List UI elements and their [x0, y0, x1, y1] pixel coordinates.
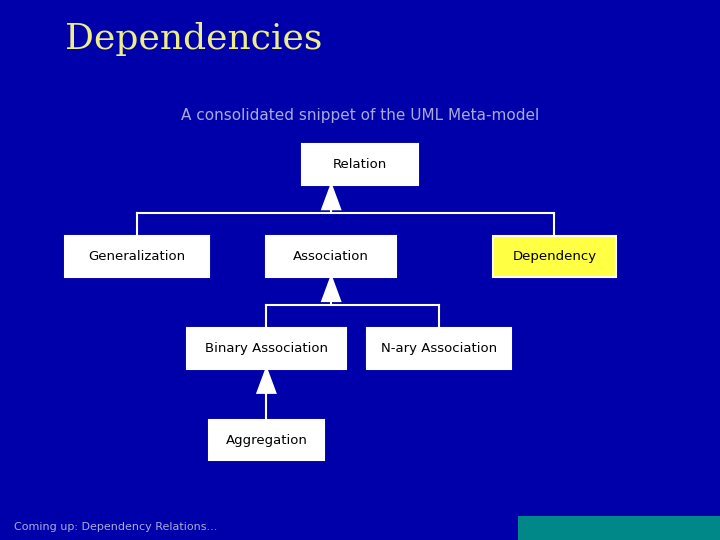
- FancyBboxPatch shape: [65, 237, 209, 276]
- Polygon shape: [258, 368, 275, 393]
- Bar: [518, 516, 720, 540]
- FancyBboxPatch shape: [367, 328, 511, 368]
- Text: A consolidated snippet of the UML Meta-model: A consolidated snippet of the UML Meta-m…: [181, 108, 539, 123]
- FancyBboxPatch shape: [302, 145, 418, 185]
- Text: Dependency: Dependency: [513, 250, 596, 263]
- FancyBboxPatch shape: [187, 328, 346, 368]
- Text: Coming up: Dependency Relations...: Coming up: Dependency Relations...: [14, 522, 217, 532]
- Text: Relation: Relation: [333, 158, 387, 171]
- Polygon shape: [323, 185, 341, 210]
- Text: Aggregation: Aggregation: [225, 434, 307, 447]
- Text: N-ary Association: N-ary Association: [381, 342, 498, 355]
- Text: Dependencies: Dependencies: [65, 22, 322, 56]
- Text: Binary Association: Binary Association: [205, 342, 328, 355]
- FancyBboxPatch shape: [209, 420, 324, 460]
- Polygon shape: [323, 276, 341, 301]
- Text: Association: Association: [293, 250, 369, 263]
- Text: Generalization: Generalization: [89, 250, 185, 263]
- FancyBboxPatch shape: [493, 237, 616, 276]
- FancyBboxPatch shape: [266, 237, 396, 276]
